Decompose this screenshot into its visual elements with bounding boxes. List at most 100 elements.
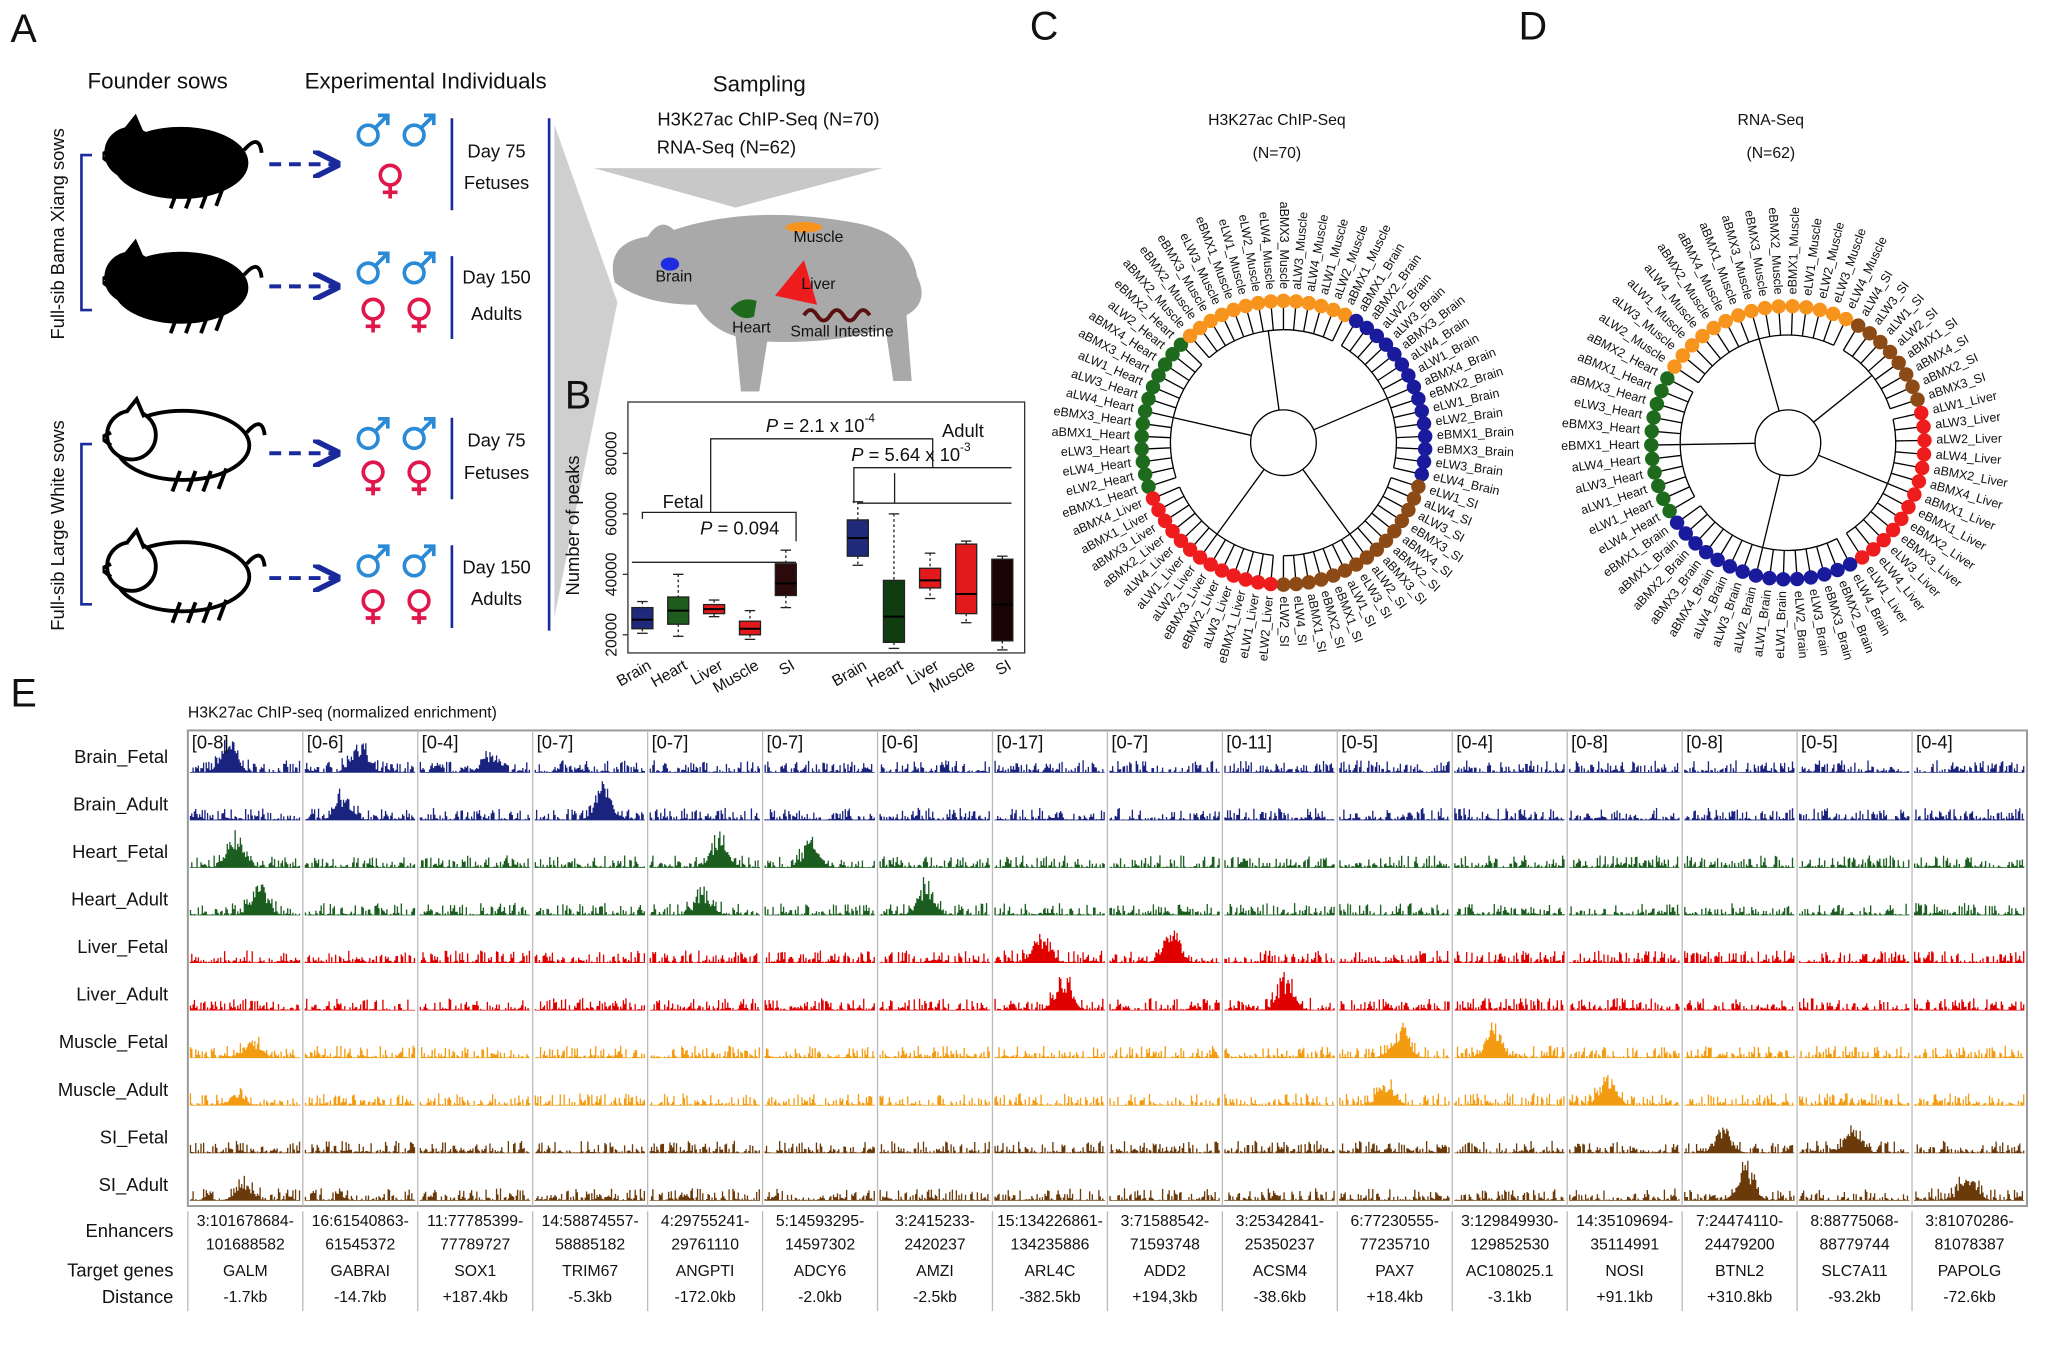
leaf-dot [1145, 491, 1161, 506]
signal-track [189, 808, 301, 821]
leaf-dot [1891, 355, 1906, 371]
box [774, 563, 797, 597]
signal-track [1799, 903, 1910, 916]
signal-track [1109, 1141, 1220, 1154]
range-label: [0-17] [996, 731, 1043, 752]
enhancer: 71593748 [1130, 1237, 1200, 1254]
box [882, 579, 906, 644]
column-header: Experimental Individuals [305, 69, 547, 94]
signal-track [764, 950, 875, 963]
signal-track [419, 950, 531, 963]
range-label: [0-8] [1686, 731, 1723, 752]
range-label: [0-4] [422, 731, 459, 752]
leaf-dot [1748, 568, 1764, 583]
leaf-dot [1850, 318, 1866, 333]
leaf-dot [1873, 334, 1888, 350]
leaf-dot [1288, 576, 1304, 592]
leaf-dot [1348, 313, 1364, 329]
signal-track [994, 976, 1105, 1011]
column-header: Founder sows [88, 69, 228, 94]
leaf-dot [1907, 487, 1922, 502]
signal-track [1454, 951, 1565, 963]
leaf-dot [1916, 419, 1931, 434]
signal-track [1224, 808, 1335, 821]
leaf-dot [1688, 536, 1703, 551]
breed-label: Full-sib Bama Xiang sows [47, 128, 68, 339]
p-text: = 2.1 x 10 [778, 415, 864, 436]
distance: +194,3kb [1132, 1289, 1197, 1306]
leaf-dot [1276, 577, 1291, 592]
leaf-dot [1894, 511, 1909, 527]
signal-track [1224, 971, 1335, 1011]
leaf-dot [1417, 441, 1433, 457]
leaf-dot [1812, 302, 1828, 318]
signal-track [534, 903, 646, 916]
leaf-dot [1313, 298, 1329, 314]
root [1754, 409, 1822, 477]
branch [1173, 416, 1252, 437]
leaf-label: eBMX2_Muscle [1766, 207, 1786, 295]
range-label: [0-7] [767, 731, 804, 752]
sampling-line: H3K27ac ChIP-Seq (N=70) [657, 109, 879, 130]
signal-track [189, 998, 301, 1011]
enhancer: 77789727 [440, 1237, 510, 1254]
range-label: [0-5] [1801, 731, 1838, 752]
leaf-dot [1762, 570, 1777, 586]
distance: -172.0kb [674, 1289, 736, 1306]
box [631, 606, 654, 630]
signal-track [1684, 903, 1795, 916]
y-axis-title: Number of peaks [562, 456, 583, 596]
signal-track [419, 902, 531, 916]
signal-track [419, 750, 531, 773]
signal-track [1684, 855, 1795, 868]
leaf-dot [1173, 337, 1189, 352]
enhancer: 3:101678684- [197, 1213, 294, 1230]
signal-track [994, 1188, 1105, 1201]
signal-track [994, 1141, 1105, 1154]
leaf-dot [1718, 313, 1733, 329]
signal-track [1799, 951, 1910, 963]
leaf-dot [1182, 542, 1198, 557]
signal-track [994, 807, 1105, 821]
enhancer: 8:88775068- [1810, 1213, 1898, 1230]
signal-track [1454, 1140, 1565, 1154]
signal-track [1799, 760, 1910, 773]
leaf-dot [1135, 454, 1151, 470]
signal-track [534, 1188, 646, 1201]
signal-track [879, 856, 990, 868]
leaf-label: aLW4_Liver [1935, 448, 2002, 467]
range-label: [0-6] [881, 731, 918, 752]
signal-track [419, 808, 531, 821]
distance: -93.2kb [1828, 1289, 1881, 1306]
signal-track [879, 950, 990, 963]
leaf-dot [1825, 306, 1841, 322]
leaf-dot [1135, 416, 1151, 431]
p-value: P = 2.1 x 10-4 [766, 411, 876, 436]
leaf-dot [1838, 311, 1854, 327]
signal-track [1799, 1125, 1910, 1154]
leaf-dot [1203, 313, 1218, 329]
tissue-label: Small Intestine [790, 324, 894, 341]
leaf-dot [1416, 416, 1432, 431]
dendrogram: eLW4_HearteLW1_HeartaLW1_HeartaLW3_Heart… [1561, 207, 2009, 662]
leaf-dot [1662, 503, 1677, 519]
enhancer: 2420237 [904, 1237, 965, 1254]
enhancer: 3:81070286- [1925, 1213, 2013, 1230]
leaf-label: eLW1_Brain [1773, 591, 1789, 659]
leaf-dot [1698, 544, 1714, 560]
stage-kind: Fetuses [464, 172, 529, 193]
leaf-dot [1654, 383, 1669, 399]
tree-title: H3K27ac ChIP-Seq [1208, 112, 1345, 129]
leaf-dot [1414, 467, 1429, 482]
range-label: [0-7] [1111, 731, 1148, 752]
panel-label: B [565, 373, 591, 417]
signal-track [1914, 1045, 2025, 1059]
target-gene: AC108025.1 [1466, 1263, 1554, 1280]
p-exponent: -4 [864, 411, 875, 425]
signal-track [1914, 808, 2025, 821]
leaf-label: eLW2_Brain [1792, 590, 1811, 659]
leaf-dot [1348, 557, 1364, 572]
p-symbol: P [700, 517, 713, 538]
panel-label: A [11, 7, 38, 51]
track-label: Brain_Adult [73, 793, 168, 815]
